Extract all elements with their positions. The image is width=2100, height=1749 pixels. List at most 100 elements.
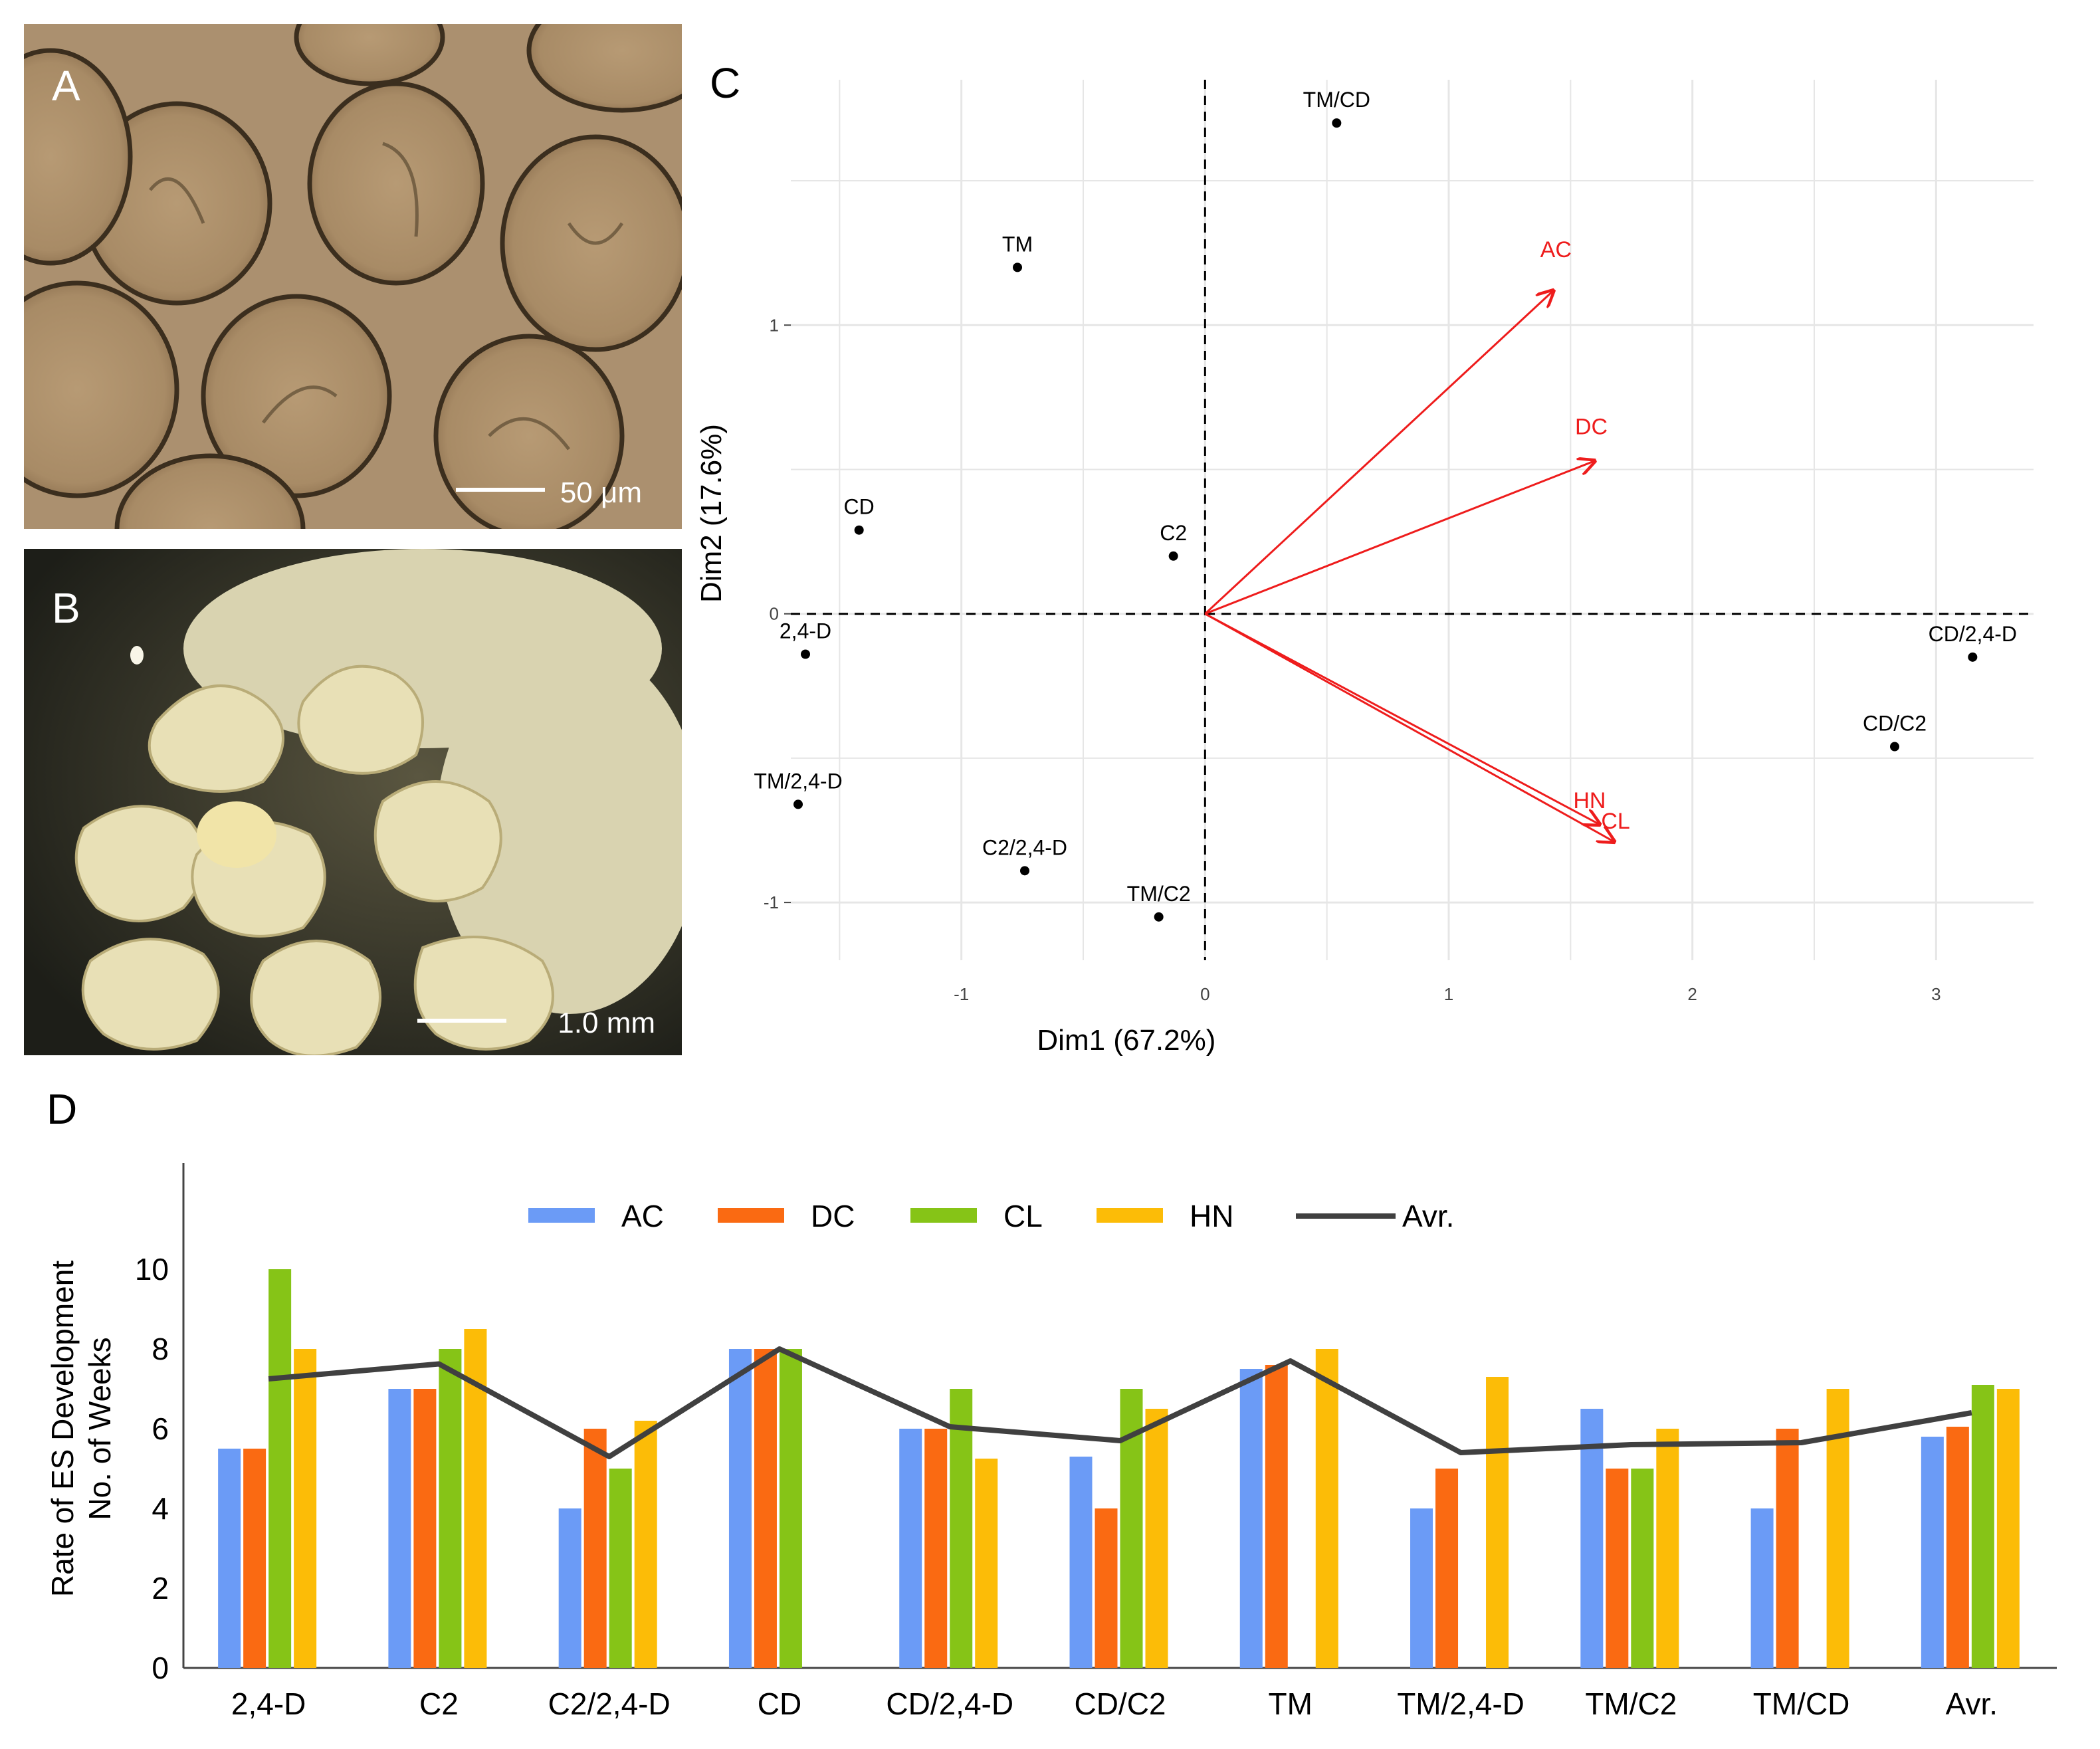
pca-y-tick-label: 1 — [770, 315, 779, 335]
pca-point-tm-cd — [1332, 118, 1342, 128]
bar-hn-tm-2-4-d — [1486, 1377, 1509, 1668]
bar-ac-tm-2-4-d — [1410, 1508, 1433, 1668]
legend-label-ac: AC — [621, 1199, 664, 1233]
pca-point-tm-c2 — [1154, 912, 1164, 922]
pca-point-label-tm-c2: TM/C2 — [1127, 882, 1191, 906]
bar-cl-avr — [1971, 1385, 1994, 1668]
pca-grid — [791, 80, 2034, 960]
bar-cl-c2-2-4-d — [609, 1469, 632, 1668]
pca-point-label-cd-c2: CD/C2 — [1863, 712, 1927, 736]
bar-hn-2-4-d — [294, 1349, 317, 1668]
pca-vector-ac — [1204, 290, 1553, 615]
pca-point-cd-2-4-d — [1968, 652, 1978, 662]
pca-point-label-tm-cd: TM/CD — [1303, 88, 1370, 112]
bar-ac-tm — [1239, 1369, 1263, 1668]
bar-ac-tm-c2 — [1580, 1409, 1604, 1668]
legend-label-cl: CL — [1003, 1199, 1043, 1233]
bar-dc-tm-2-4-d — [1435, 1469, 1459, 1668]
bar-category-label-2-4-d: 2,4-D — [231, 1687, 306, 1721]
average-line-path — [268, 1346, 1972, 1459]
bar-category-label-cd: CD — [758, 1687, 801, 1721]
bar-cl-cd-2-4-d — [950, 1389, 973, 1668]
pca-x-tick-label: 3 — [1931, 984, 1941, 1004]
panel-a-label: A — [52, 62, 80, 110]
callus-photo: 1.0 mm — [24, 549, 682, 1055]
bar-hn-tm — [1315, 1349, 1338, 1668]
bar-ac-tm-cd — [1750, 1508, 1774, 1668]
bar-y-tick-label: 8 — [152, 1332, 169, 1366]
pca-x-tick-label: 0 — [1200, 984, 1209, 1004]
pca-vector-cl — [1204, 613, 1614, 842]
pca-x-tick-label: 1 — [1444, 984, 1453, 1004]
es-development-bar-chart: 0 2 4 6 8 10 2,4-D C2 C2/2,4-D CD CD/2,4-D CD/C2 TM… — [45, 1163, 2057, 1721]
bar-y-axis-title-line1: Rate of ES Development — [45, 1261, 80, 1597]
bar-hn-avr — [1996, 1389, 2020, 1668]
bar-ac-cd-c2 — [1069, 1457, 1093, 1668]
pca-points: TM/CD TM CD C2 2,4-D TM/2,4-D C2/2,4-D TM/C2 CD/… — [754, 88, 2017, 922]
panel-c-label: C — [710, 59, 741, 107]
bar-hn-cd-2-4-d — [975, 1459, 998, 1668]
bar-y-tick-labels: 0 2 4 6 8 10 — [135, 1252, 169, 1685]
scalebar-a-label: 50 μm — [560, 476, 642, 509]
pca-point-label-c2-2-4-d: C2/2,4-D — [982, 835, 1067, 859]
callus-photo-art: 1.0 mm — [24, 549, 682, 1055]
bar-dc-tm-cd — [1776, 1429, 1799, 1668]
bar-category-label-c2: C2 — [419, 1687, 459, 1721]
pca-point-2-4-d — [801, 649, 810, 659]
pca-point-label-tm: TM — [1002, 232, 1033, 256]
panel-d-label: D — [47, 1085, 78, 1133]
bar-category-label-cd-2-4-d: CD/2,4-D — [886, 1687, 1013, 1721]
pca-point-label-tm-2-4-d: TM/2,4-D — [754, 769, 842, 793]
bar-hn-c2-2-4-d — [634, 1421, 657, 1668]
bar-y-tick-label: 2 — [152, 1571, 169, 1605]
bar-y-axis-title-line2: No. of Weeks — [82, 1337, 117, 1520]
bar-ac-c2 — [388, 1389, 411, 1668]
legend-swatch-dc — [718, 1208, 784, 1223]
bar-dc-cd — [754, 1349, 777, 1668]
pca-vector-dc — [1204, 461, 1595, 615]
bar-dc-cd-c2 — [1095, 1508, 1118, 1668]
pca-point-c2-2-4-d — [1020, 866, 1029, 876]
bar-dc-tm — [1265, 1365, 1288, 1668]
legend-label-dc: DC — [811, 1199, 855, 1233]
bar-category-label-tm-cd: TM/CD — [1753, 1687, 1850, 1721]
bar-y-tick-label: 0 — [152, 1651, 169, 1685]
bar-dc-c2 — [413, 1389, 437, 1668]
pca-point-c2 — [1168, 551, 1178, 561]
bar-category-label-tm-c2: TM/C2 — [1585, 1687, 1677, 1721]
bar-y-tick-label: 4 — [152, 1491, 169, 1526]
pca-point-label-c2: C2 — [1160, 521, 1187, 545]
pca-point-tm-2-4-d — [793, 799, 803, 809]
pca-point-label-cd-2-4-d: CD/2,4-D — [1929, 622, 2017, 646]
bar-ac-2-4-d — [218, 1449, 241, 1668]
bar-ac-cd — [728, 1349, 752, 1668]
pca-point-tm — [1013, 262, 1022, 272]
scalebar-b-label: 1.0 mm — [558, 1007, 655, 1039]
pca-point-cd — [854, 525, 864, 535]
bar-category-labels: 2,4-D C2 C2/2,4-D CD CD/2,4-D CD/C2 TM TM/2,4-D… — [231, 1687, 1998, 1721]
bar-ac-cd-2-4-d — [899, 1429, 922, 1668]
bar-category-label-avr: Avr. — [1946, 1687, 1998, 1721]
pca-point-label-2-4-d: 2,4-D — [780, 619, 831, 643]
pca-zero-lines — [791, 80, 2034, 960]
average-line — [268, 1346, 1972, 1459]
bar-category-label-cd-c2: CD/C2 — [1074, 1687, 1166, 1721]
bar-cl-cd — [779, 1349, 802, 1668]
pca-x-tick-label: 2 — [1687, 984, 1697, 1004]
micrograph-art: 50 μm — [24, 24, 682, 529]
pca-vector-label-hn: HN — [1573, 788, 1606, 813]
legend-swatch-hn — [1097, 1208, 1163, 1223]
pca-point-cd-c2 — [1890, 742, 1899, 752]
pca-vector-label-ac: AC — [1540, 237, 1572, 262]
bar-category-label-c2-2-4-d: C2/2,4-D — [548, 1687, 671, 1721]
bar-dc-cd-2-4-d — [924, 1429, 948, 1668]
legend-label-avr: Avr. — [1402, 1199, 1454, 1233]
pca-vector-label-dc: DC — [1575, 414, 1608, 439]
bar-ac-avr — [1921, 1437, 1944, 1668]
pca-tick-labels: -1 0 1 2 3 -1 0 1 — [764, 315, 1941, 1004]
bar-ac-c2-2-4-d — [558, 1508, 581, 1668]
bar-y-tick-label: 6 — [152, 1411, 169, 1446]
legend-swatch-ac — [528, 1208, 595, 1223]
